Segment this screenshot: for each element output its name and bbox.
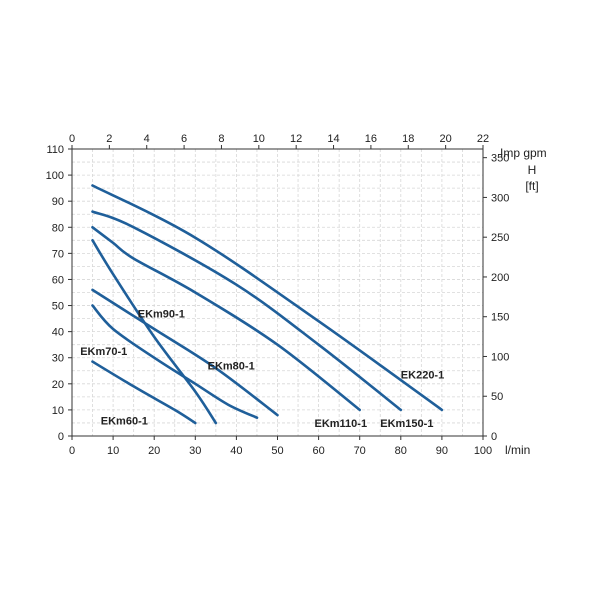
right-tick-label: 200 [491, 272, 509, 284]
right-tick-label: 150 [491, 312, 509, 324]
bottom-tick-label: 70 [354, 445, 366, 457]
series-curves [91, 184, 444, 425]
right-axis-unit-ft: [ft] [525, 179, 538, 193]
left-tick-label: 50 [52, 301, 64, 313]
top-tick-label: 0 [69, 133, 75, 145]
top-axis-unit: Imp gpm [500, 146, 547, 160]
label-ekm150-1: EKm150-1 [380, 418, 433, 430]
left-tick-label: 90 [52, 196, 64, 208]
right-tick-label: 100 [491, 351, 509, 363]
right-tick-label: 50 [491, 391, 503, 403]
label-ekm90-1: EKm90-1 [138, 308, 185, 320]
label-ekm60-1: EKm60-1 [101, 415, 148, 427]
right-axis-unit-h: H [528, 163, 537, 177]
top-tick-label: 18 [402, 133, 414, 145]
label-ekm80-1: EKm80-1 [208, 360, 255, 372]
top-tick-label: 2 [106, 133, 112, 145]
left-tick-label: 110 [46, 144, 64, 156]
curve-ek220-1 [91, 184, 444, 412]
axis-ticks: 0 10 20 30 40 50 60 70 80 90 100010203040506070809… [46, 133, 510, 457]
top-tick-label: 6 [181, 133, 187, 145]
bottom-tick-label: 10 [107, 445, 119, 457]
top-tick-label: 14 [327, 133, 339, 145]
left-tick-label: 0 [58, 431, 64, 443]
top-tick-label: 4 [144, 133, 150, 145]
label-ekm70-1: EKm70-1 [80, 346, 127, 358]
top-tick-label: 20 [440, 133, 452, 145]
curve-ekm110-1 [91, 226, 361, 412]
label-ekm110-1: EKm110-1 [314, 418, 367, 430]
label-ek220-1: EK220-1 [401, 370, 444, 382]
top-tick-label: 16 [365, 133, 377, 145]
left-tick-label: 60 [52, 274, 64, 286]
curve-ekm90-1 [91, 239, 218, 425]
curve-ekm150-1 [91, 210, 403, 412]
bottom-tick-label: 100 [474, 445, 492, 457]
left-tick-label: 100 [46, 170, 64, 182]
right-tick-label: 350 [491, 153, 509, 165]
top-tick-label: 22 [477, 133, 489, 145]
left-tick-label: 40 [52, 327, 64, 339]
bottom-tick-label: 90 [436, 445, 448, 457]
right-tick-label: 300 [491, 192, 509, 204]
bottom-tick-label: 0 [69, 445, 75, 457]
curve-ekm80-1 [91, 288, 279, 417]
left-tick-label: 70 [52, 248, 64, 260]
series-labels: EKm60-1 EKm70-1 EKm80-1 EKm90-1 EKm110-1 EKm1… [80, 308, 444, 430]
bottom-tick-label: 60 [312, 445, 324, 457]
left-tick-label: 80 [52, 222, 64, 234]
right-tick-label: 0 [491, 431, 497, 443]
curve-ekm60-1 [91, 360, 197, 425]
left-tick-label: 30 [52, 353, 64, 365]
bottom-tick-label: 40 [230, 445, 242, 457]
bottom-tick-label: 30 [189, 445, 201, 457]
top-tick-label: 10 [253, 133, 265, 145]
top-tick-label: 12 [290, 133, 302, 145]
bottom-tick-label: 20 [148, 445, 160, 457]
curve-ekm70-1 [91, 304, 259, 419]
left-tick-label: 10 [52, 405, 64, 417]
bottom-axis-unit: l/min [505, 443, 530, 457]
bottom-tick-label: 50 [271, 445, 283, 457]
top-tick-label: 8 [218, 133, 224, 145]
bottom-tick-label: 80 [395, 445, 407, 457]
left-tick-label: 20 [52, 379, 64, 391]
right-tick-label: 250 [491, 232, 509, 244]
